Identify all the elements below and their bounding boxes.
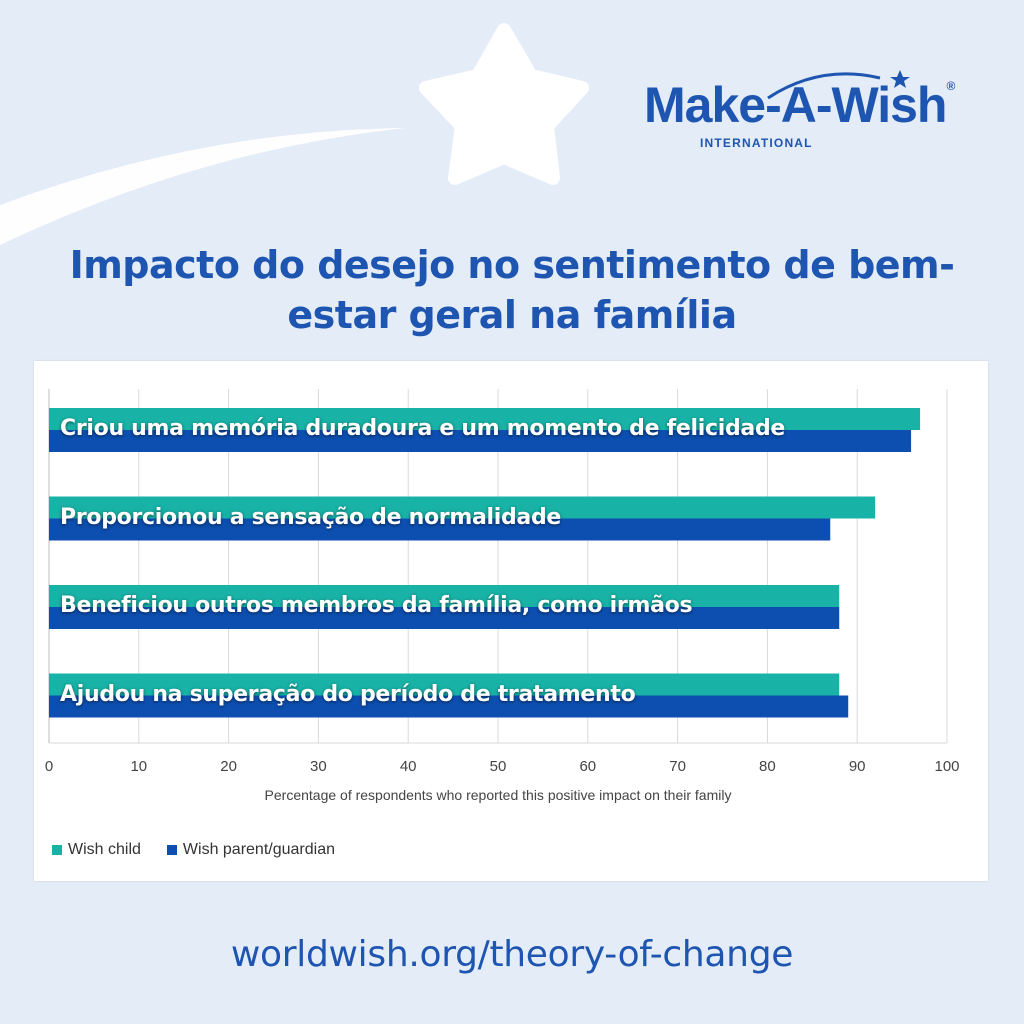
bar-wish-child-0 <box>49 408 921 430</box>
star-icon <box>419 23 589 185</box>
x-tick-label: 0 <box>45 758 53 775</box>
footer-url: worldwish.org/theory-of-change <box>230 934 794 975</box>
logo-name: Make-A-Wish <box>644 77 947 133</box>
bar-wish-parent-1 <box>49 518 831 541</box>
bar-wish-parent-3 <box>49 695 849 718</box>
x-tick-label: 40 <box>400 758 417 775</box>
legend-label-wish-child: Wish child <box>68 841 141 858</box>
logo-subtitle: INTERNATIONAL <box>700 136 813 150</box>
x-tick-label: 100 <box>934 758 959 775</box>
x-tick-label: 20 <box>220 758 237 775</box>
legend: Wish child Wish parent/guardian <box>52 841 335 859</box>
legend-label-wish-parent: Wish parent/guardian <box>182 841 335 858</box>
x-tick-label: 10 <box>130 758 147 775</box>
x-tick-label: 50 <box>490 758 507 775</box>
logo-star-icon <box>767 70 910 100</box>
x-tick-label: 60 <box>579 758 596 775</box>
x-axis-label: Percentage of respondents who reported t… <box>264 787 732 803</box>
x-tick-label: 90 <box>849 758 866 775</box>
bar-wish-parent-0 <box>49 430 912 452</box>
legend-swatch-wish-parent <box>166 845 177 855</box>
legend-swatch-wish-child <box>52 845 62 855</box>
x-tick-label: 70 <box>669 758 686 775</box>
bar-chart: 0 10 20 30 40 50 60 70 80 90 100 <box>45 389 960 775</box>
bar-wish-child-2 <box>49 585 840 607</box>
legend-item-wish-child: Wish child <box>52 841 141 859</box>
x-tick-label: 80 <box>759 758 776 775</box>
category-label: Proporcionou a sensação de normalidade <box>60 504 562 530</box>
make-a-wish-logo: Make-A-Wish® INTERNATIONAL <box>640 70 960 150</box>
shooting-star-trail-icon <box>0 128 405 245</box>
bar-wish-parent-2 <box>49 607 840 629</box>
x-tick-label: 30 <box>310 758 327 775</box>
legend-item-wish-parent: Wish parent/guardian <box>166 841 335 859</box>
page-title: Impacto do desejo no sentimento de bem-e… <box>69 243 955 337</box>
category-label: Beneficiou outros membros da família, co… <box>60 593 693 618</box>
bar-wish-child-3 <box>49 673 840 696</box>
category-label: Ajudou na superação do período de tratam… <box>60 681 636 707</box>
category-label: Criou uma memória duradoura e um momento… <box>60 416 786 441</box>
registered-mark: ® <box>946 79 955 93</box>
bar-wish-child-1 <box>49 496 876 519</box>
background-decoration <box>0 23 589 245</box>
chart-panel: 0 10 20 30 40 50 60 70 80 90 100 Criou uma memória… <box>34 361 988 881</box>
